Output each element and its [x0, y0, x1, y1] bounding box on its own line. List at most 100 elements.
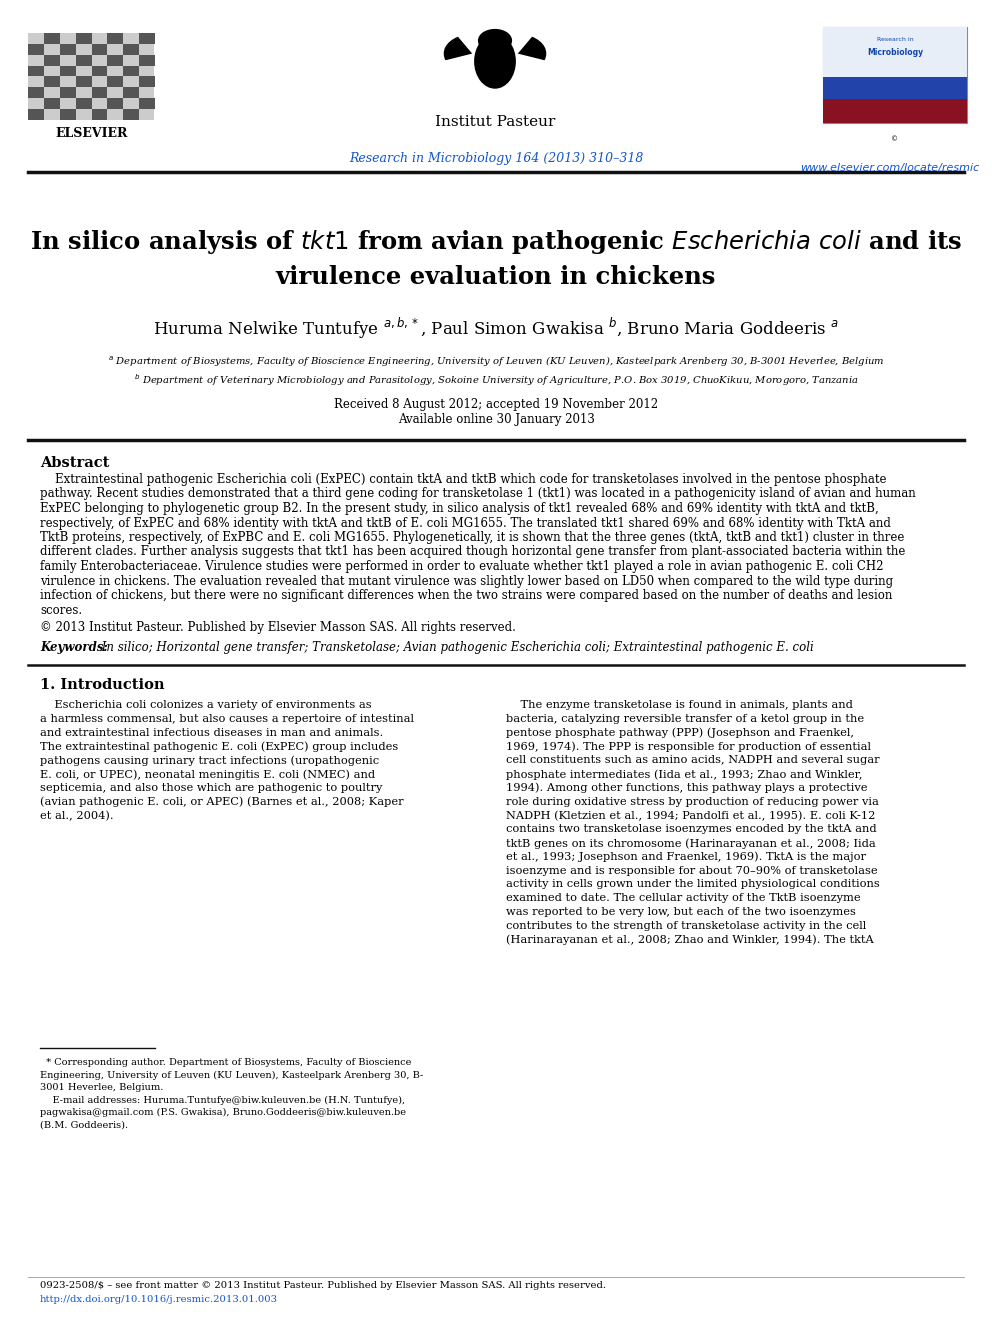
Text: pagwakisa@gmail.com (P.S. Gwakisa), Bruno.Goddeeris@biw.kuleuven.be: pagwakisa@gmail.com (P.S. Gwakisa), Brun…: [40, 1107, 406, 1117]
Bar: [44, 77, 60, 87]
Text: contributes to the strength of transketolase activity in the cell: contributes to the strength of transketo…: [506, 921, 866, 931]
Text: cell constituents such as amino acids, NADPH and several sugar: cell constituents such as amino acids, N…: [506, 755, 880, 765]
Bar: [107, 33, 123, 44]
Text: infection of chickens, but there were no significant differences when the two st: infection of chickens, but there were no…: [40, 589, 893, 602]
Text: 3001 Heverlee, Belgium.: 3001 Heverlee, Belgium.: [40, 1084, 164, 1091]
Bar: [28, 66, 44, 77]
FancyBboxPatch shape: [823, 28, 967, 123]
Bar: [123, 66, 139, 77]
Text: phosphate intermediates (Iida et al., 1993; Zhao and Winkler,: phosphate intermediates (Iida et al., 19…: [506, 769, 862, 779]
Text: bacteria, catalyzing reversible transfer of a ketol group in the: bacteria, catalyzing reversible transfer…: [506, 714, 864, 724]
Text: ELSEVIER: ELSEVIER: [56, 127, 128, 140]
Bar: [107, 54, 123, 66]
Bar: [91, 87, 107, 98]
Bar: [823, 77, 967, 123]
Text: Keywords:: Keywords:: [40, 642, 108, 654]
Bar: [28, 87, 44, 98]
Bar: [44, 54, 60, 66]
Text: The enzyme transketolase is found in animals, plants and: The enzyme transketolase is found in ani…: [506, 700, 853, 710]
Text: virulence evaluation in chickens: virulence evaluation in chickens: [276, 265, 716, 288]
Bar: [28, 44, 44, 54]
Text: The extraintestinal pathogenic E. coli (ExPEC) group includes: The extraintestinal pathogenic E. coli (…: [40, 741, 398, 751]
Text: 0923-2508/$ – see front matter © 2013 Institut Pasteur. Published by Elsevier Ma: 0923-2508/$ – see front matter © 2013 In…: [40, 1281, 606, 1290]
Text: $^b$ Department of Veterinary Microbiology and Parasitology, Sokoine University : $^b$ Department of Veterinary Microbiolo…: [134, 372, 858, 388]
Text: (B.M. Goddeeris).: (B.M. Goddeeris).: [40, 1121, 128, 1130]
Text: Extraintestinal pathogenic Escherichia coli (ExPEC) contain tktA and tktB which : Extraintestinal pathogenic Escherichia c…: [40, 474, 887, 486]
Bar: [139, 77, 155, 87]
Text: family Enterobacteriaceae. Virulence studies were performed in order to evaluate: family Enterobacteriaceae. Virulence stu…: [40, 560, 884, 573]
Text: et al., 1993; Josephson and Fraenkel, 1969). TktA is the major: et al., 1993; Josephson and Fraenkel, 19…: [506, 852, 866, 863]
Bar: [75, 98, 91, 108]
Text: (Harinarayanan et al., 2008; Zhao and Winkler, 1994). The tktA: (Harinarayanan et al., 2008; Zhao and Wi…: [506, 934, 874, 945]
Text: contains two transketolase isoenzymes encoded by the tktA and: contains two transketolase isoenzymes en…: [506, 824, 877, 835]
Text: Escherichia coli colonizes a variety of environments as: Escherichia coli colonizes a variety of …: [40, 700, 372, 710]
Text: NADPH (Kletzien et al., 1994; Pandolfi et al., 1995). E. coli K-12: NADPH (Kletzien et al., 1994; Pandolfi e…: [506, 811, 875, 820]
Text: http://dx.doi.org/10.1016/j.resmic.2013.01.003: http://dx.doi.org/10.1016/j.resmic.2013.…: [40, 1295, 278, 1304]
Bar: [139, 98, 155, 108]
Bar: [91, 108, 107, 119]
Text: tktB genes on its chromosome (Harinarayanan et al., 2008; Iida: tktB genes on its chromosome (Harinaraya…: [506, 837, 876, 848]
Bar: [60, 87, 75, 98]
Text: In silico analysis of $\mathit{tkt1}$ from avian pathogenic $\mathit{Escherichia: In silico analysis of $\mathit{tkt1}$ fr…: [30, 228, 962, 255]
Bar: [91, 66, 107, 77]
FancyBboxPatch shape: [28, 33, 154, 119]
Text: E. coli, or UPEC), neonatal meningitis E. coli (NMEC) and: E. coli, or UPEC), neonatal meningitis E…: [40, 769, 375, 779]
Bar: [107, 98, 123, 108]
Text: and extraintestinal infectious diseases in man and animals.: and extraintestinal infectious diseases …: [40, 728, 383, 738]
Text: TktB proteins, respectively, of ExPBC and E. coli MG1655. Phylogenetically, it i: TktB proteins, respectively, of ExPBC an…: [40, 531, 905, 544]
Text: ©: ©: [892, 136, 899, 142]
Text: 1969, 1974). The PPP is responsible for production of essential: 1969, 1974). The PPP is responsible for …: [506, 741, 871, 751]
Text: respectively, of ExPEC and 68% identity with tktA and tktB of E. coli MG1655. Th: respectively, of ExPEC and 68% identity …: [40, 516, 891, 529]
Text: Engineering, University of Leuven (KU Leuven), Kasteelpark Arenberg 30, B-: Engineering, University of Leuven (KU Le…: [40, 1070, 424, 1080]
Bar: [75, 33, 91, 44]
Text: (avian pathogenic E. coli, or APEC) (Barnes et al., 2008; Kaper: (avian pathogenic E. coli, or APEC) (Bar…: [40, 796, 404, 807]
Bar: [123, 87, 139, 98]
Text: © 2013 Institut Pasteur. Published by Elsevier Masson SAS. All rights reserved.: © 2013 Institut Pasteur. Published by El…: [40, 620, 516, 634]
Text: isoenzyme and is responsible for about 70–90% of transketolase: isoenzyme and is responsible for about 7…: [506, 865, 878, 876]
Text: septicemia, and also those which are pathogenic to poultry: septicemia, and also those which are pat…: [40, 783, 382, 792]
Text: examined to date. The cellular activity of the TktB isoenzyme: examined to date. The cellular activity …: [506, 893, 861, 904]
Text: E-mail addresses: Huruma.Tuntufye@biw.kuleuven.be (H.N. Tuntufye),: E-mail addresses: Huruma.Tuntufye@biw.ku…: [40, 1095, 405, 1105]
Text: pathway. Recent studies demonstrated that a third gene coding for transketolase : pathway. Recent studies demonstrated tha…: [40, 487, 916, 500]
Text: Available online 30 January 2013: Available online 30 January 2013: [398, 413, 594, 426]
Text: 1. Introduction: 1. Introduction: [40, 677, 165, 692]
Bar: [91, 44, 107, 54]
Text: virulence in chickens. The evaluation revealed that mutant virulence was slightl: virulence in chickens. The evaluation re…: [40, 574, 893, 587]
Text: scores.: scores.: [40, 603, 82, 617]
Bar: [60, 44, 75, 54]
Text: Received 8 August 2012; accepted 19 November 2012: Received 8 August 2012; accepted 19 Nove…: [334, 398, 658, 411]
Bar: [60, 66, 75, 77]
Text: Microbiology: Microbiology: [867, 48, 924, 57]
Bar: [823, 28, 967, 77]
Text: In silico; Horizontal gene transfer; Transketolase; Avian pathogenic Escherichia: In silico; Horizontal gene transfer; Tra…: [98, 642, 813, 654]
Circle shape: [478, 29, 512, 53]
Text: Research in Microbiology 164 (2013) 310–318: Research in Microbiology 164 (2013) 310–…: [349, 152, 643, 165]
Bar: [28, 108, 44, 119]
Bar: [107, 77, 123, 87]
Text: 1994). Among other functions, this pathway plays a protective: 1994). Among other functions, this pathw…: [506, 783, 867, 794]
Text: was reported to be very low, but each of the two isoenzymes: was reported to be very low, but each of…: [506, 908, 856, 917]
Bar: [123, 44, 139, 54]
Text: role during oxidative stress by production of reducing power via: role during oxidative stress by producti…: [506, 796, 879, 807]
Bar: [139, 33, 155, 44]
Text: Institut Pasteur: Institut Pasteur: [434, 115, 556, 130]
Bar: [823, 99, 967, 123]
Text: pathogens causing urinary tract infections (uropathogenic: pathogens causing urinary tract infectio…: [40, 755, 379, 766]
Text: Abstract: Abstract: [40, 456, 109, 470]
Text: pentose phosphate pathway (PPP) (Josephson and Fraenkel,: pentose phosphate pathway (PPP) (Josephs…: [506, 728, 854, 738]
Bar: [60, 108, 75, 119]
Ellipse shape: [474, 34, 516, 89]
Wedge shape: [443, 37, 472, 61]
Text: activity in cells grown under the limited physiological conditions: activity in cells grown under the limite…: [506, 880, 880, 889]
Text: $^a$ Department of Biosystems, Faculty of Bioscience Engineering, University of : $^a$ Department of Biosystems, Faculty o…: [108, 355, 884, 369]
Bar: [44, 98, 60, 108]
Text: ExPEC belonging to phylogenetic group B2. In the present study, in silico analys: ExPEC belonging to phylogenetic group B2…: [40, 501, 879, 515]
Bar: [75, 54, 91, 66]
Bar: [75, 77, 91, 87]
Text: et al., 2004).: et al., 2004).: [40, 811, 114, 820]
Text: * Corresponding author. Department of Biosystems, Faculty of Bioscience: * Corresponding author. Department of Bi…: [40, 1058, 412, 1068]
Bar: [139, 54, 155, 66]
Bar: [123, 108, 139, 119]
Text: www.elsevier.com/locate/resmic: www.elsevier.com/locate/resmic: [801, 163, 980, 173]
Text: Huruma Nelwike Tuntufye $^{a,b,*}$, Paul Simon Gwakisa $^b$, Bruno Maria Goddeer: Huruma Nelwike Tuntufye $^{a,b,*}$, Paul…: [153, 316, 839, 341]
